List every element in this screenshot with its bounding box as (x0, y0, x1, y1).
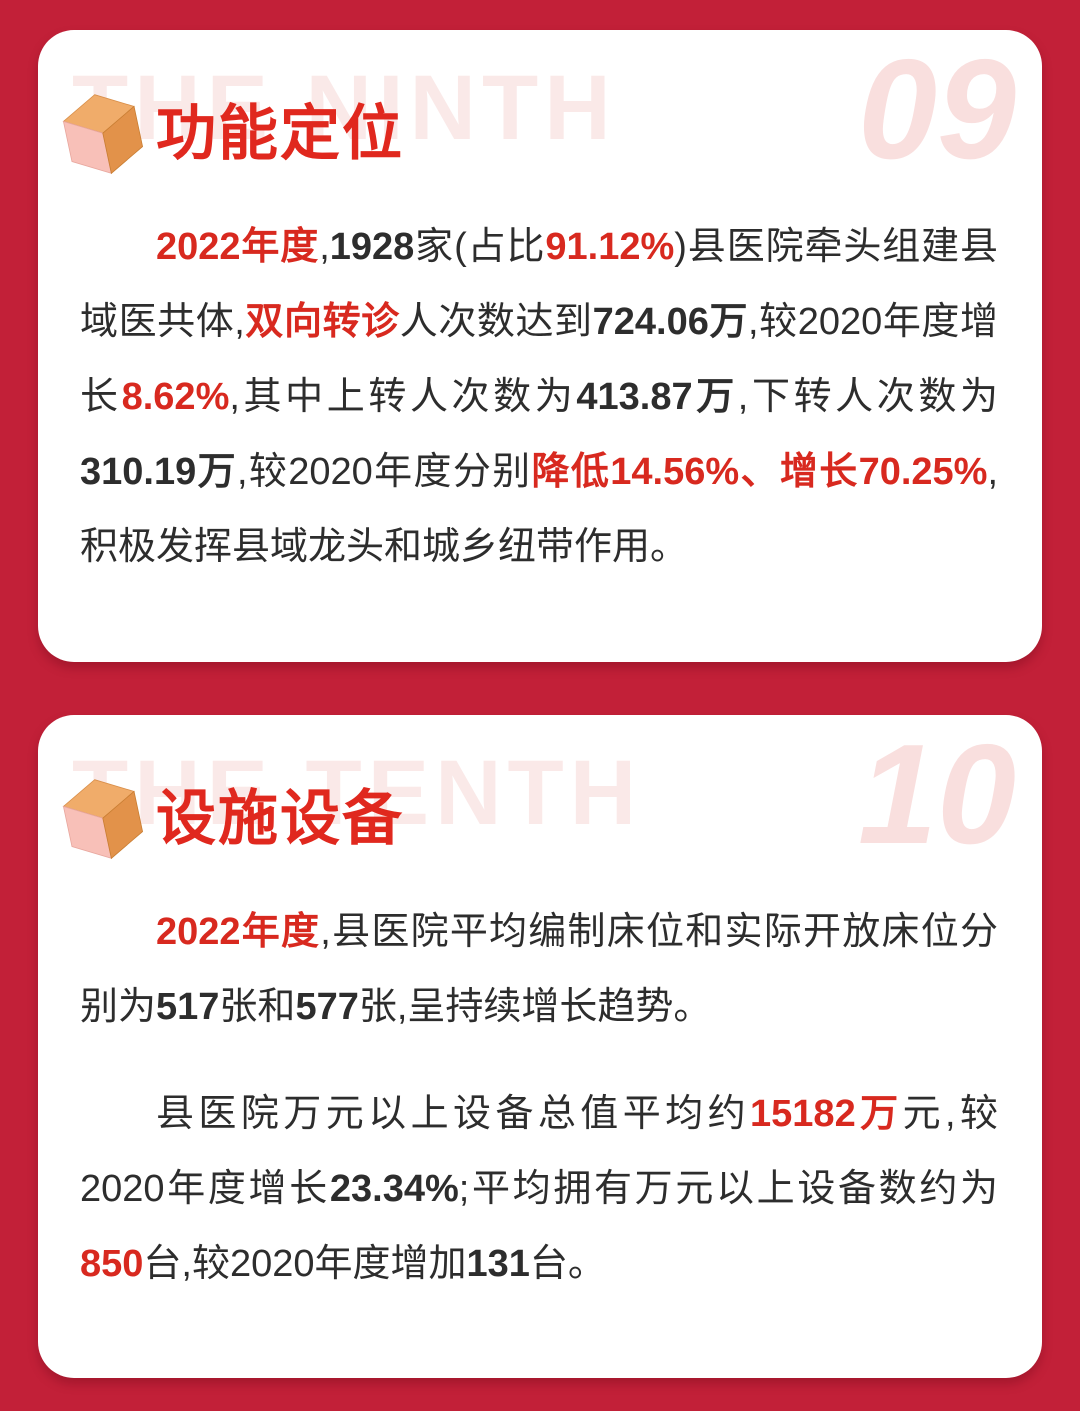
body-text: ,下转人次数为 (737, 376, 998, 418)
section-title: 功能定位 (156, 100, 404, 167)
section-number: 10 (858, 715, 1016, 874)
bold-stat-text: 413.87万 (576, 376, 738, 418)
section-title: 设施设备 (156, 785, 404, 852)
body-text: ,积极发挥县域龙头和城乡纽带作用。 (80, 451, 999, 568)
body-text: 家(占比 (414, 226, 546, 268)
highlight-red-text: 2022年度 (156, 226, 320, 268)
highlight-red-text: 15182万 (750, 1093, 903, 1135)
body-text: 元,较2020年度增长 (80, 1093, 998, 1210)
paragraph: 2022年度,1928家(占比91.12%)县医院牵头组建县域医共体,双向转诊人… (80, 210, 998, 585)
section-body: 2022年度,1928家(占比91.12%)县医院牵头组建县域医共体,双向转诊人… (38, 180, 1042, 585)
section-number: 09 (858, 30, 1016, 189)
highlight-red-text: 双向转诊 (244, 301, 400, 343)
highlight-red-text: 8.62% (121, 376, 230, 418)
body-text: ;平均拥有万元以上设备数约为 (458, 1168, 998, 1210)
bold-stat-text: 23.34% (329, 1168, 459, 1210)
body-text: 人次数达到 (399, 301, 593, 343)
highlight-red-text: 降低14.56%、增长70.25% (531, 451, 988, 493)
body-text: ,较2020年度分别 (236, 451, 532, 493)
paragraph: 2022年度,县医院平均编制床位和实际开放床位分别为517张和577张,呈持续增… (80, 895, 998, 1045)
body-text: 县医院万元以上设备总值平均约 (156, 1093, 751, 1135)
body-text: ,其中上转人次数为 (229, 376, 577, 418)
watermark-text: THE NINTH (72, 57, 617, 159)
highlight-red-text: 91.12% (545, 226, 675, 268)
body-text: 台,较2020年度增加 (143, 1243, 467, 1285)
highlight-red-text: 2022年度 (156, 911, 321, 953)
section-card-10: THE TENTH 10 设施设备 2022年度,县医院平均编制床位和实际开放床… (38, 715, 1042, 1378)
bold-stat-text: 517 (156, 986, 220, 1028)
bold-stat-text: 131 (466, 1243, 530, 1285)
section-body: 2022年度,县医院平均编制床位和实际开放床位分别为517张和577张,呈持续增… (38, 865, 1042, 1302)
body-text: ,较2020年度增长 (80, 301, 999, 418)
watermark-text: THE TENTH (72, 742, 643, 844)
body-text: 张和 (219, 986, 296, 1028)
body-text: 张,呈持续增长趋势。 (358, 986, 712, 1028)
body-text: ,县医院平均编制床位和实际开放床位分别为 (80, 911, 998, 1028)
bold-stat-text: 724.06万 (592, 301, 749, 343)
section-header: 设施设备 (62, 773, 1042, 865)
body-text: 台。 (529, 1243, 606, 1285)
bold-stat-text: 577 (295, 986, 359, 1028)
body-text: )县医院牵头组建县域医共体, (80, 226, 998, 343)
section-header: 功能定位 (62, 88, 1042, 180)
cube-icon (62, 779, 144, 860)
highlight-red-text: 850 (80, 1243, 144, 1285)
section-card-09: THE NINTH 09 功能定位 2022年度,1928家(占比91.12%)… (38, 30, 1042, 662)
paragraph: 县医院万元以上设备总值平均约15182万元,较2020年度增长23.34%;平均… (80, 1077, 998, 1302)
bold-stat-text: 1928 (329, 226, 415, 268)
body-text: , (319, 226, 330, 268)
bold-stat-text: 310.19万 (80, 451, 237, 493)
cube-icon (62, 94, 144, 175)
